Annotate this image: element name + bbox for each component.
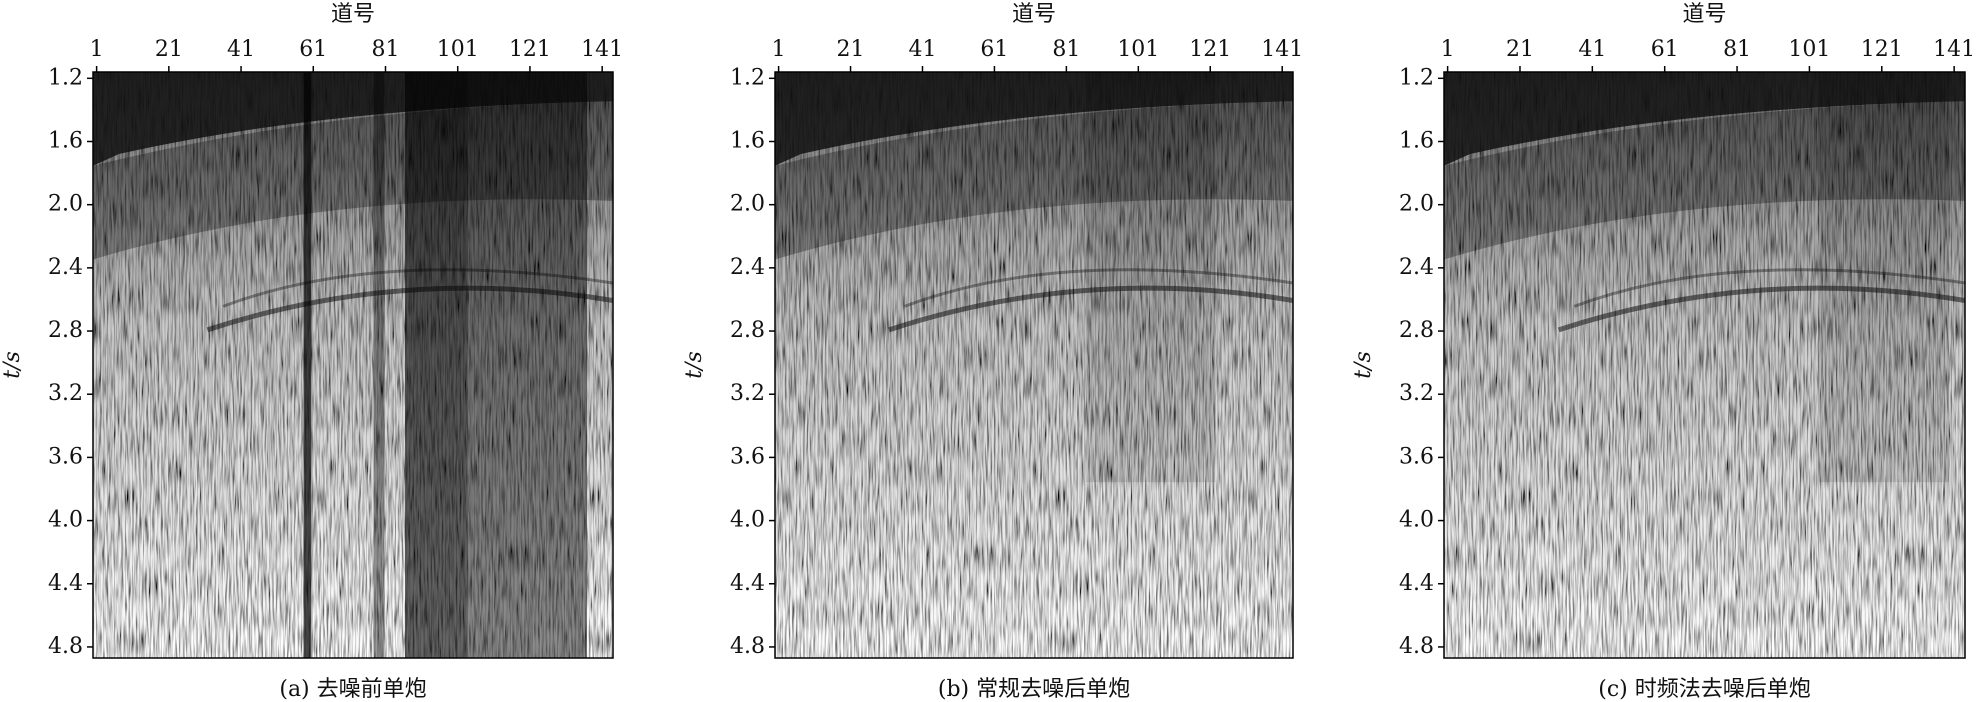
panel-caption: (a) 去噪前单炮 <box>279 677 426 702</box>
y-tick-label: 4.8 <box>48 634 83 659</box>
y-tick-label: 3.2 <box>48 381 83 406</box>
y-tick-label: 1.6 <box>48 128 83 153</box>
y-tick-label: 3.6 <box>1399 444 1434 469</box>
x-tick-label: 141 <box>581 37 623 62</box>
x-tick-label: 81 <box>372 37 400 62</box>
y-tick-label: 4.0 <box>48 508 83 533</box>
x-tick-label: 101 <box>1788 37 1830 62</box>
plot-frame <box>92 71 614 659</box>
seismic-section <box>1444 72 1965 658</box>
y-tick-label: 2.4 <box>48 255 83 280</box>
y-tick-label: 4.4 <box>1399 571 1434 596</box>
y-tick-label: 3.6 <box>48 444 83 469</box>
y-tick-label: 1.2 <box>730 65 765 90</box>
y-tick-label: 2.0 <box>730 192 765 217</box>
x-tick-label: 121 <box>1189 37 1231 62</box>
x-tick-label: 41 <box>908 37 936 62</box>
seismic-section <box>775 72 1293 658</box>
y-tick-label: 2.8 <box>48 318 83 343</box>
first-break <box>775 72 1293 166</box>
x-tick-label: 61 <box>980 37 1008 62</box>
first-break <box>1444 72 1965 166</box>
y-tick-label: 4.8 <box>1399 634 1434 659</box>
panel-caption: (c) 时频法去噪后单炮 <box>1598 677 1810 702</box>
y-tick-label: 2.4 <box>1399 255 1434 280</box>
x-tick-label: 61 <box>1651 37 1679 62</box>
plot-frame <box>774 71 1294 659</box>
y-tick-label: 1.6 <box>1399 128 1434 153</box>
x-tick-label: 121 <box>509 37 551 62</box>
noise-band <box>1819 72 1950 483</box>
x-axis-label: 道号 <box>1012 2 1056 27</box>
seismic-section <box>93 72 613 658</box>
y-tick-label: 2.8 <box>730 318 765 343</box>
x-axis-label: 道号 <box>331 2 375 27</box>
panel-caption: (b) 常规去噪后单炮 <box>938 677 1130 702</box>
reflection <box>1573 268 1965 308</box>
y-tick-label: 2.0 <box>1399 192 1434 217</box>
x-tick-label: 21 <box>837 37 865 62</box>
x-tick-label: 1 <box>90 37 104 62</box>
x-axis-label: 道号 <box>1682 2 1726 27</box>
x-tick-label: 121 <box>1861 37 1903 62</box>
first-break-halo <box>1444 101 1965 260</box>
y-tick-label: 4.4 <box>48 571 83 596</box>
y-tick-label: 2.8 <box>1399 318 1434 343</box>
x-tick-label: 21 <box>155 37 183 62</box>
y-tick-label: 4.0 <box>1399 508 1434 533</box>
y-tick-label: 2.4 <box>730 255 765 280</box>
y-tick-label: 4.4 <box>730 571 765 596</box>
noise-band <box>1085 72 1216 483</box>
y-tick-label: 3.2 <box>730 381 765 406</box>
y-tick-label: 1.2 <box>48 65 83 90</box>
noise-band <box>467 72 587 658</box>
x-tick-label: 41 <box>227 37 255 62</box>
reflection <box>903 268 1293 308</box>
first-break <box>93 72 613 166</box>
fade <box>775 72 1293 658</box>
x-tick-label: 101 <box>1117 37 1159 62</box>
plot-frame <box>1443 71 1966 659</box>
x-tick-label: 21 <box>1506 37 1534 62</box>
x-tick-label: 81 <box>1723 37 1751 62</box>
x-tick-label: 81 <box>1052 37 1080 62</box>
first-break-halo <box>93 101 613 260</box>
x-tick-label: 1 <box>772 37 786 62</box>
y-tick-label: 3.2 <box>1399 381 1434 406</box>
x-tick-label: 41 <box>1578 37 1606 62</box>
y-tick-label: 2.0 <box>48 192 83 217</box>
y-axis-label: t/s <box>0 351 25 379</box>
y-tick-label: 1.6 <box>730 128 765 153</box>
y-tick-label: 1.2 <box>1399 65 1434 90</box>
reflection <box>222 268 613 308</box>
fade <box>1444 72 1965 658</box>
first-break-halo <box>775 101 1293 260</box>
x-tick-label: 101 <box>437 37 479 62</box>
noise-band <box>303 72 312 658</box>
x-tick-label: 61 <box>299 37 327 62</box>
y-tick-label: 4.0 <box>730 508 765 533</box>
y-axis-label: t/s <box>1351 351 1376 379</box>
reflection <box>1557 285 1965 333</box>
x-tick-label: 141 <box>1933 37 1975 62</box>
x-tick-label: 141 <box>1261 37 1303 62</box>
y-axis-label: t/s <box>682 351 707 379</box>
fade <box>93 72 613 658</box>
y-tick-label: 4.8 <box>730 634 765 659</box>
noise-band <box>373 72 385 658</box>
noise-band <box>405 72 468 658</box>
y-tick-label: 3.6 <box>730 444 765 469</box>
reflection <box>888 285 1293 333</box>
x-tick-label: 1 <box>1441 37 1455 62</box>
